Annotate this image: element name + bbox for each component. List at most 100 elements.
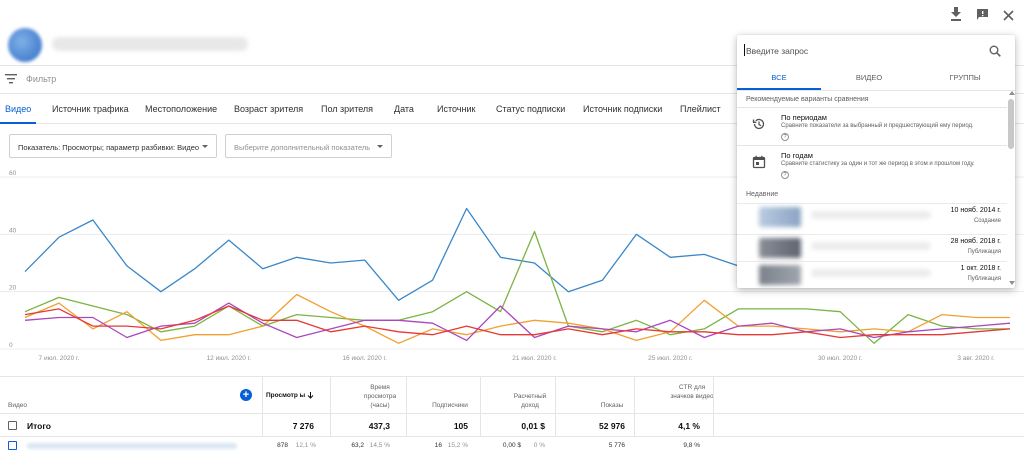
video-title-blurred <box>811 242 931 250</box>
y-tick-label: 0 <box>9 342 13 349</box>
total-checkbox[interactable] <box>8 421 17 430</box>
tab-subscription-source[interactable]: Источник подписки <box>583 104 663 114</box>
close-icon[interactable] <box>999 7 1017 25</box>
column-header-subscribers[interactable]: Подписчики <box>432 402 468 409</box>
series-line-2[interactable] <box>24 293 1010 344</box>
series-line-1[interactable] <box>24 230 1010 344</box>
help-icon[interactable]: ? <box>781 171 789 179</box>
filter-label[interactable]: Фильтр <box>26 74 57 84</box>
scroll-down-icon[interactable] <box>1009 281 1015 285</box>
column-divider <box>555 377 556 437</box>
recent-label: Недавние <box>746 191 779 198</box>
tab-video[interactable]: Видео <box>5 104 32 114</box>
x-tick-label: 30 июл. 2020 г. <box>818 355 863 362</box>
column-header-views[interactable]: Просмотр ы <box>264 391 316 427</box>
x-tick-label: 12 июл. 2020 г. <box>207 355 252 362</box>
recent-date: 28 нояб. 2018 г. <box>950 238 1001 245</box>
text-cursor <box>744 44 745 56</box>
filter-bar[interactable]: Фильтр <box>0 66 1024 94</box>
metric-select-value: Показатель: Просмотры; параметр разбивки… <box>18 143 200 152</box>
recommended-label: Рекомендуемые варианты сравнения <box>746 96 869 103</box>
table-row-total: Итого 7 276 437,3 105 0,01 $ 52 976 4,1 … <box>0 413 1024 437</box>
extra-metric-select[interactable]: Выберите дополнительный показатель <box>225 134 392 158</box>
tab-date[interactable]: Дата <box>394 104 414 114</box>
x-tick-label: 25 июл. 2020 г. <box>648 355 693 362</box>
column-header-revenue[interactable]: Расчетный доход <box>513 393 547 409</box>
option-title: По годам <box>781 151 813 160</box>
popup-search-input[interactable]: Введите запрос <box>746 46 809 56</box>
total-watch-time: 437,3 <box>368 421 390 431</box>
option-by-periods[interactable]: По периодам Сравните показатели за выбра… <box>737 107 1007 144</box>
column-divider <box>713 377 714 437</box>
scroll-up-icon[interactable] <box>1009 91 1015 95</box>
popup-active-tab-indicator <box>737 88 821 90</box>
search-icon[interactable] <box>989 45 1001 57</box>
row-watch-pct: 14,5 % <box>369 442 390 449</box>
popup-tab-video[interactable]: ВИДЕО <box>855 73 883 82</box>
filter-icon[interactable] <box>5 74 17 84</box>
video-title-blurred <box>27 443 237 449</box>
y-tick-label: 20 <box>9 285 17 292</box>
recent-date: 10 нояб. 2014 г. <box>950 207 1001 214</box>
column-header-watch-time[interactable]: Время просмотра (часы) <box>363 384 397 409</box>
column-divider <box>262 377 263 437</box>
header <box>0 0 1024 66</box>
active-tab-indicator <box>0 122 36 124</box>
feedback-icon[interactable] <box>973 7 991 25</box>
tab-viewer-gender[interactable]: Пол зрителя <box>321 104 374 114</box>
tab-viewer-age[interactable]: Возраст зрителя <box>234 104 304 114</box>
calendar-icon <box>752 155 766 169</box>
tab-geography[interactable]: Местоположение <box>145 104 218 114</box>
help-icon[interactable]: ? <box>781 133 789 141</box>
x-tick-label: 16 июл. 2020 г. <box>342 355 387 362</box>
y-tick-label: 40 <box>9 227 17 234</box>
tab-traffic-source[interactable]: Источник трафика <box>52 104 129 114</box>
metric-select[interactable]: Показатель: Просмотры; параметр разбивки… <box>9 134 217 158</box>
recent-type: Создание <box>973 218 1001 224</box>
tab-playlist[interactable]: Плейлист <box>680 104 721 114</box>
row-subs-pct: 15,2 % <box>447 442 468 449</box>
total-impressions: 52 976 <box>599 421 625 431</box>
popup-tab-all[interactable]: ВСЕ <box>771 73 787 82</box>
scroll-thumb[interactable] <box>1008 99 1014 149</box>
tab-source[interactable]: Источник <box>437 104 476 114</box>
column-divider <box>634 377 635 437</box>
video-title-blurred <box>811 269 931 277</box>
column-header-impressions[interactable]: Показы <box>600 402 624 409</box>
recent-type: Публикация <box>967 249 1001 255</box>
extra-metric-select-placeholder: Выберите дополнительный показатель <box>234 143 371 152</box>
row-ctr: 9,8 % <box>683 442 700 449</box>
option-by-years[interactable]: По годам Сравните статистику за один и т… <box>737 145 1007 182</box>
column-header-views-label: Просмотр ы <box>266 392 306 399</box>
dimension-tabs: Видео Источник трафика Местоположение Во… <box>0 94 1024 124</box>
option-description: Сравните статистику за один и тот же пер… <box>781 161 975 167</box>
series-line-3[interactable] <box>24 302 1011 342</box>
row-views: 878 <box>277 442 288 449</box>
row-checkbox[interactable] <box>8 441 17 450</box>
sort-down-icon <box>307 391 314 399</box>
column-divider <box>330 377 331 437</box>
column-divider <box>480 377 481 437</box>
recent-item[interactable]: 10 нояб. 2014 г. Создание <box>737 203 1007 229</box>
row-watch-time: 63,2 <box>351 442 364 449</box>
channel-avatar <box>8 28 42 62</box>
option-description: Сравните показатели за выбранный и предш… <box>781 123 974 129</box>
recent-item[interactable]: 1 окт. 2018 г. Публикация <box>737 261 1007 287</box>
download-icon[interactable] <box>947 7 965 25</box>
x-tick-label: 21 июл. 2020 г. <box>512 355 557 362</box>
popup-search[interactable]: Введите запрос <box>737 35 1015 65</box>
total-subscribers: 105 <box>453 421 468 431</box>
recent-date: 1 окт. 2018 г. <box>960 265 1001 272</box>
column-header-video[interactable]: Видео <box>8 402 27 409</box>
series-line-4[interactable] <box>24 305 1011 339</box>
video-thumbnail <box>759 265 801 285</box>
popup-scrollbar[interactable] <box>1007 91 1015 288</box>
popup-tab-groups[interactable]: ГРУППЫ <box>949 73 981 82</box>
stats-table: Видео + Просмотр ы Время просмотра (часы… <box>0 376 1024 454</box>
column-header-ctr[interactable]: CTR для значков видео <box>670 384 714 400</box>
chevron-down-icon <box>202 145 208 148</box>
add-column-button[interactable]: + <box>240 389 252 401</box>
table-row[interactable]: 878 12,1 % 63,2 14,5 % 16 15,2 % 0,00 $ … <box>0 437 1024 454</box>
tab-subscription-status[interactable]: Статус подписки <box>496 104 566 114</box>
recent-item[interactable]: 28 нояб. 2018 г. Публикация <box>737 234 1007 260</box>
